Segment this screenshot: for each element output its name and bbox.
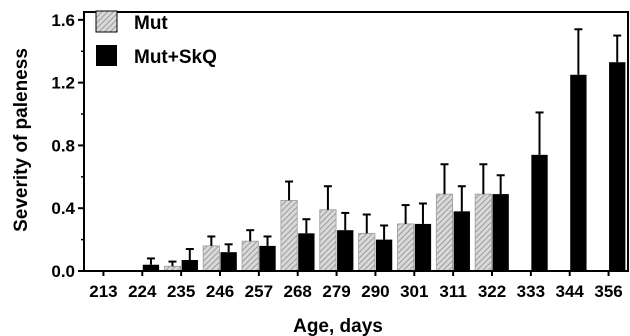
bar-mut-skq xyxy=(453,211,470,271)
bar-mut xyxy=(397,223,415,272)
bar-mut-skq xyxy=(298,233,315,271)
x-tick-label: 356 xyxy=(594,282,622,301)
y-tick-label: 1.2 xyxy=(51,74,75,93)
bar-mut xyxy=(358,232,376,272)
x-tick-label: 290 xyxy=(361,282,389,301)
y-tick-label: 0.4 xyxy=(51,199,75,218)
bar-mut-skq xyxy=(181,260,198,271)
x-tick-label: 311 xyxy=(439,282,466,301)
x-tick-label: 224 xyxy=(128,282,157,301)
bar-mut-skq xyxy=(414,223,432,271)
bar-mut xyxy=(241,240,259,272)
x-tick-label: 279 xyxy=(322,282,350,301)
y-tick-label: 1.6 xyxy=(51,11,75,30)
axes xyxy=(83,11,629,272)
bar-mut xyxy=(435,193,454,272)
x-tick-labels: 213 224 235 246 257 268 279 290 301 311 322 333 344 3… xyxy=(89,271,623,301)
legend-swatch-mut xyxy=(95,10,118,33)
x-tick-label: 268 xyxy=(284,282,312,301)
bar-mut-skq xyxy=(492,194,509,271)
x-tick-label: 322 xyxy=(478,282,506,301)
legend-swatch-mut-skq xyxy=(96,45,117,66)
legend: Mut Mut+SkQ xyxy=(95,10,217,68)
plot-frame xyxy=(83,11,629,272)
bar-mut-skq xyxy=(259,245,276,271)
bar-mut xyxy=(280,199,298,272)
y-tick-label: 0.8 xyxy=(51,136,75,155)
bar-mut-skq xyxy=(220,252,237,271)
bar-mut xyxy=(202,245,220,272)
bar-mut xyxy=(474,193,492,272)
x-tick-label: 213 xyxy=(89,282,117,301)
bar-mut-skq xyxy=(337,230,354,271)
bar-mut-skq xyxy=(375,239,393,271)
bar-mut-skq xyxy=(142,264,160,271)
legend-label-mut-skq: Mut+SkQ xyxy=(134,47,217,68)
bar-mut-skq xyxy=(570,74,587,272)
x-tick-label: 246 xyxy=(206,282,234,301)
x-tick-label: 333 xyxy=(517,282,545,301)
legend-label-mut: Mut xyxy=(134,13,168,34)
bars xyxy=(142,28,626,272)
y-tick-labels: 0.0 0.4 0.8 1.2 1.6 xyxy=(51,11,84,281)
x-tick-label: 344 xyxy=(556,282,585,301)
x-tick-label: 235 xyxy=(167,282,195,301)
y-tick-label: 0.0 xyxy=(51,262,75,281)
bar-mut-skq xyxy=(609,62,626,272)
y-axis-title: Severity of paleness xyxy=(11,48,32,232)
x-tick-label: 257 xyxy=(245,282,273,301)
x-axis-title: Age, days xyxy=(293,316,383,336)
x-tick-label: 301 xyxy=(400,282,428,301)
bar-mut-skq xyxy=(531,154,548,271)
bar-mut xyxy=(319,209,337,272)
